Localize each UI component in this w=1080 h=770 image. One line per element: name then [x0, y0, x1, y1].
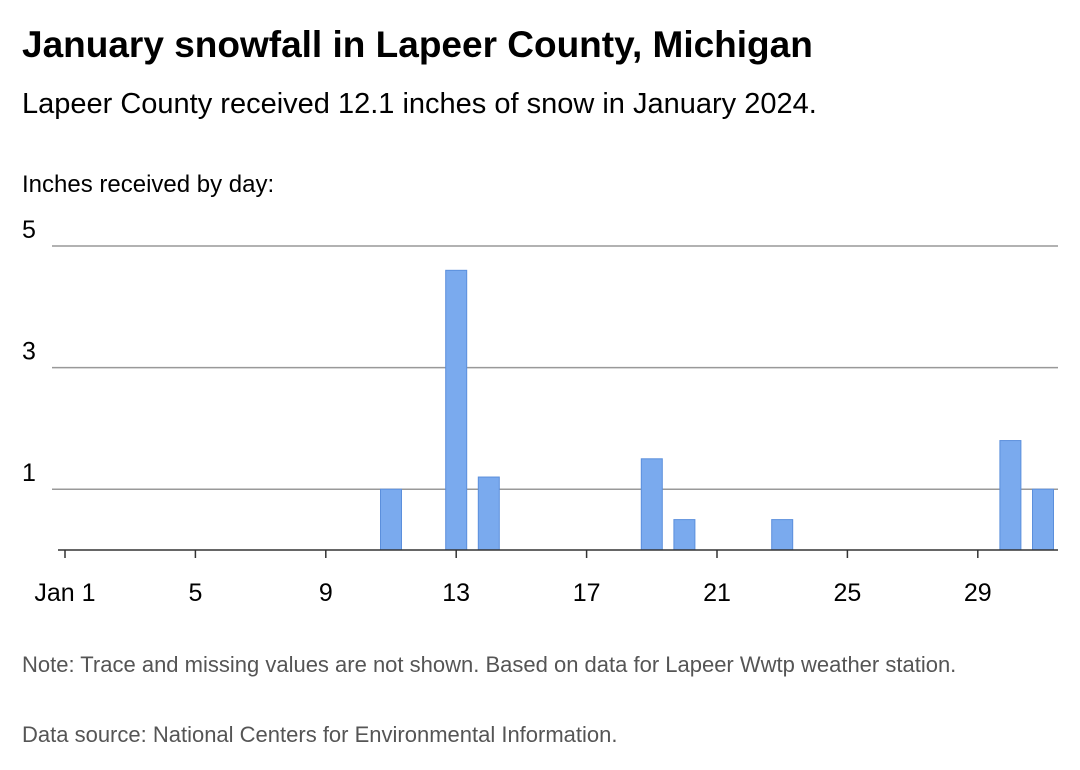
x-tick-label: 17	[573, 579, 601, 607]
bar	[1032, 488, 1054, 551]
bar	[999, 440, 1022, 551]
bar	[771, 519, 794, 551]
x-tick-label: 13	[442, 579, 470, 607]
x-tick-label: 9	[319, 579, 333, 607]
bar	[477, 476, 500, 551]
y-tick-label: 5	[22, 220, 36, 244]
x-tick-label: Jan 1	[34, 579, 95, 607]
bar	[380, 488, 402, 551]
bar	[673, 519, 696, 551]
y-tick-label: 1	[22, 459, 36, 487]
bar	[445, 269, 468, 551]
y-axis-label: Inches received by day:	[22, 171, 275, 198]
chart-note: Note: Trace and missing values are not s…	[22, 652, 957, 677]
data-source: Data source: National Centers for Enviro…	[22, 722, 618, 747]
bar	[640, 458, 663, 551]
x-tick-label: 5	[188, 579, 202, 607]
x-tick-label: 25	[833, 579, 861, 607]
x-tick-label: 29	[964, 579, 992, 607]
chart-title: January snowfall in Lapeer County, Michi…	[22, 24, 813, 65]
chart-subtitle: Lapeer County received 12.1 inches of sn…	[22, 88, 817, 120]
x-tick-label: 21	[703, 579, 731, 607]
y-tick-label: 3	[22, 338, 36, 366]
